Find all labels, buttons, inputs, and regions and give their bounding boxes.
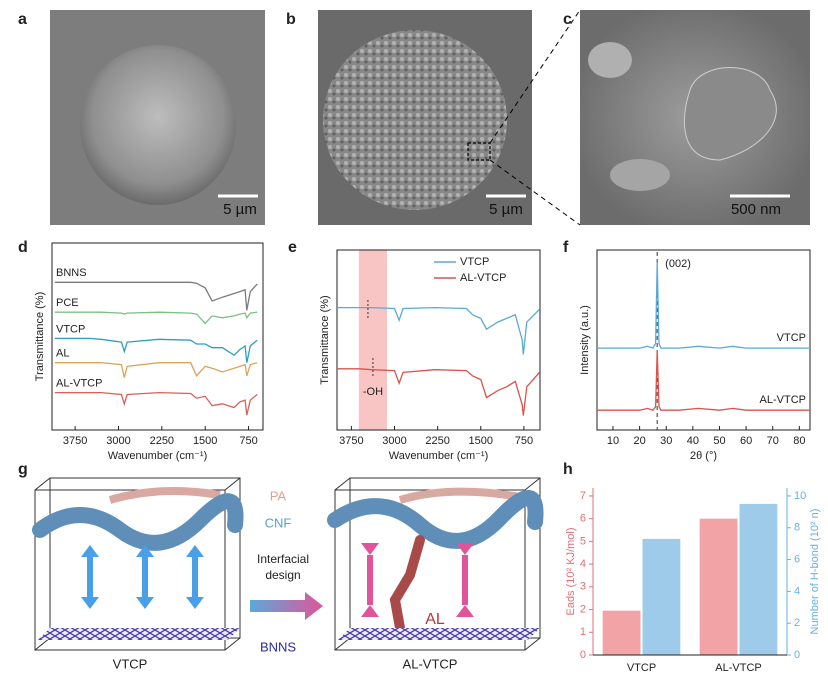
y2-tick-label: 10 <box>794 490 806 502</box>
bnns-label: BNNS <box>260 639 296 654</box>
spectrum-line <box>597 262 810 349</box>
scale-bar-label: 500 nm <box>731 201 781 218</box>
arrow-text: Interfacial <box>257 552 309 566</box>
x-tick-label: 80 <box>793 435 805 447</box>
cnf-label: CNF <box>265 515 292 530</box>
double-arrows <box>81 543 474 620</box>
bar <box>739 503 778 655</box>
highlight-band <box>358 250 388 430</box>
panel-label: g <box>18 461 28 478</box>
x-tick-label: 1500 <box>193 435 217 447</box>
scale-bar-label: 5 µm <box>489 201 523 218</box>
y-tick-label: 1 <box>580 626 586 638</box>
x-tick-label: 70 <box>767 435 779 447</box>
legend-label: VTCP <box>460 256 489 268</box>
y2-tick-label: 8 <box>794 522 800 534</box>
y-tick-label: 2 <box>580 603 586 615</box>
spectrum-line <box>54 311 258 325</box>
x-tick-label: VTCP <box>627 662 656 674</box>
arrow-text: design <box>265 568 300 582</box>
y-tick-label: 4 <box>580 558 586 570</box>
series-label: BNNS <box>56 267 87 279</box>
x-tick-label: 2250 <box>150 435 174 447</box>
panel-label: b <box>286 11 296 28</box>
x-axis-label: Wavenumber (cm⁻¹) <box>389 450 489 462</box>
bar <box>699 518 738 655</box>
y2-tick-label: 4 <box>794 585 800 597</box>
caption: VTCP <box>113 656 148 671</box>
scale-bar-label: 5 µm <box>223 201 257 218</box>
molecules <box>32 487 544 640</box>
x-tick-label: 2250 <box>425 435 449 447</box>
panel-label: d <box>18 239 28 256</box>
series-label: VTCP <box>777 332 806 344</box>
y2-axis-label: Number of H-bond (10² n) <box>809 509 821 635</box>
spectrum-line <box>337 368 540 416</box>
x-tick-label: 20 <box>633 435 645 447</box>
y2-tick-label: 2 <box>794 617 800 629</box>
spectrum-line <box>54 362 258 378</box>
pa-label: PA <box>270 488 287 503</box>
series-label: AL-VTCP <box>56 378 102 390</box>
y-axis-label: Eads (10² KJ/mol) <box>565 527 577 615</box>
panel-label: e <box>288 239 297 256</box>
x-tick-label: 40 <box>687 435 699 447</box>
x-tick-label: 10 <box>607 435 619 447</box>
x-tick-label: 1500 <box>469 435 493 447</box>
x-tick-label: 750 <box>515 435 533 447</box>
spectrum-line <box>54 281 258 311</box>
bar <box>602 610 641 655</box>
x-axis-label: Wavenumber (cm⁻¹) <box>108 450 208 462</box>
caption: AL-VTCP <box>403 656 458 671</box>
series-label: VTCP <box>56 323 85 335</box>
x-tick-label: 3750 <box>339 435 363 447</box>
y-tick-label: 6 <box>580 513 586 525</box>
legend-label: AL-VTCP <box>460 272 506 284</box>
plot-frame <box>336 249 541 431</box>
spectrum-line <box>54 391 258 416</box>
x-tick-label: 3000 <box>382 435 406 447</box>
panel-label: h <box>563 461 573 478</box>
x-tick-label: 3750 <box>63 435 87 447</box>
panel-label: a <box>18 11 27 28</box>
annotation: (002) <box>665 258 691 270</box>
y-axis-label: Transmittance (%) <box>34 292 46 381</box>
plot-frame <box>596 249 811 431</box>
y-tick-label: 7 <box>580 490 586 502</box>
sem-image-c: 500 nm <box>580 10 810 225</box>
annotation: -OH <box>363 386 383 398</box>
al-label: AL <box>425 611 445 628</box>
sem-image-a: 5 µm <box>50 10 265 225</box>
y-tick-label: 0 <box>580 649 586 661</box>
y-axis-label: Intensity (a.u.) <box>579 305 591 375</box>
y-tick-label: 3 <box>580 581 586 593</box>
zoom-line <box>489 159 581 226</box>
x-tick-label: 750 <box>239 435 257 447</box>
y-tick-label: 5 <box>580 535 586 547</box>
x-tick-label: 60 <box>740 435 752 447</box>
series-label: PCE <box>56 297 79 309</box>
panel-label: c <box>563 11 572 28</box>
y2-tick-label: 6 <box>794 553 800 565</box>
x-axis-label: 2θ (°) <box>690 450 717 462</box>
bar <box>642 538 681 655</box>
x-tick-label: AL-VTCP <box>715 662 761 674</box>
sem-image-b: 5 µm <box>318 10 532 225</box>
spectrum-line <box>337 306 540 355</box>
series-label: AL <box>56 348 69 360</box>
plot-frame <box>51 242 264 431</box>
y-axis-label: Transmittance (%) <box>319 295 331 384</box>
x-tick-label: 50 <box>713 435 725 447</box>
x-tick-label: 3000 <box>106 435 130 447</box>
series-label: AL-VTCP <box>760 394 806 406</box>
spectrum-line <box>54 337 258 363</box>
panel-label: f <box>563 239 569 256</box>
spectrum-line <box>597 350 810 411</box>
y2-tick-label: 0 <box>794 649 800 661</box>
x-tick-label: 30 <box>660 435 672 447</box>
